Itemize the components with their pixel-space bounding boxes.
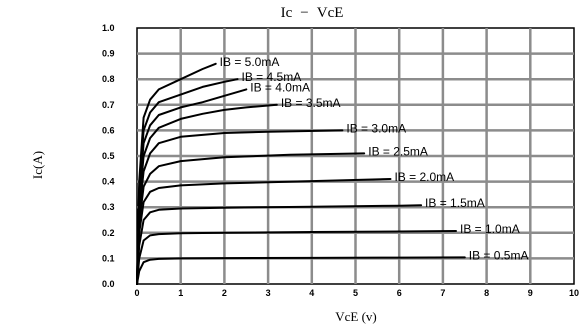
- y-tick-label: 0.8: [102, 74, 115, 84]
- x-tick-label: 4: [309, 288, 314, 298]
- x-tick-label: 0: [134, 288, 139, 298]
- x-tick-label: 1: [178, 288, 183, 298]
- curves: [136, 62, 466, 285]
- x-tick-label: 7: [440, 288, 445, 298]
- x-tick-label: 8: [484, 288, 489, 298]
- chart-title: Ic − VcE: [281, 5, 344, 21]
- curve-ib-2: [136, 230, 457, 285]
- x-axis-label: VcE (v): [335, 309, 377, 324]
- curve-label: IB = 5.0mA: [220, 55, 280, 69]
- curve-ib-3: [136, 204, 423, 285]
- curve-labels: IB = 0.5mA IB = 1.0mA IB = 1.5mA IB = 2.0mA…: [220, 55, 529, 263]
- y-tick-label: 0.4: [102, 177, 115, 187]
- y-axis-label: Ic(A): [30, 151, 45, 179]
- curve-label: IB = 4.0mA: [250, 80, 310, 94]
- curve-ib-10: [136, 62, 217, 285]
- y-tick-label: 0.0: [102, 279, 115, 289]
- y-tick-label: 0.9: [102, 49, 115, 59]
- x-axis-ticks: 0 1 2 3 4 5 6 7 8 9 10: [134, 288, 579, 298]
- y-tick-label: 0.3: [102, 202, 115, 212]
- y-tick-label: 0.1: [102, 253, 115, 263]
- curve-label: IB = 0.5mA: [469, 248, 529, 262]
- curve-label: IB = 3.0mA: [346, 121, 406, 135]
- y-tick-label: 0.2: [102, 228, 115, 238]
- curve-label: IB = 4.5mA: [242, 70, 302, 84]
- y-tick-label: 0.7: [102, 100, 115, 110]
- curve-ib-5: [136, 152, 366, 285]
- y-tick-label: 0.6: [102, 125, 115, 135]
- x-tick-label: 3: [266, 288, 271, 298]
- y-axis-ticks: 0.0 0.1 0.2 0.3 0.4 0.5 0.6 0.7 0.8 0.9 1.0: [102, 23, 115, 289]
- curve-label: IB = 1.5mA: [425, 196, 485, 210]
- x-tick-label: 10: [569, 288, 579, 298]
- y-tick-label: 1.0: [102, 23, 115, 33]
- x-tick-label: 2: [222, 288, 227, 298]
- y-tick-label: 0.5: [102, 151, 115, 161]
- x-tick-label: 6: [397, 288, 402, 298]
- curve-label: IB = 2.0mA: [394, 170, 454, 184]
- x-tick-label: 9: [528, 288, 533, 298]
- curve-label: IB = 3.5mA: [281, 96, 341, 110]
- curve-ib-4: [136, 178, 392, 285]
- curve-ib-1: [136, 256, 466, 285]
- curve-label: IB = 1.0mA: [460, 222, 520, 236]
- x-tick-label: 5: [353, 288, 358, 298]
- curve-label: IB = 2.5mA: [368, 144, 428, 158]
